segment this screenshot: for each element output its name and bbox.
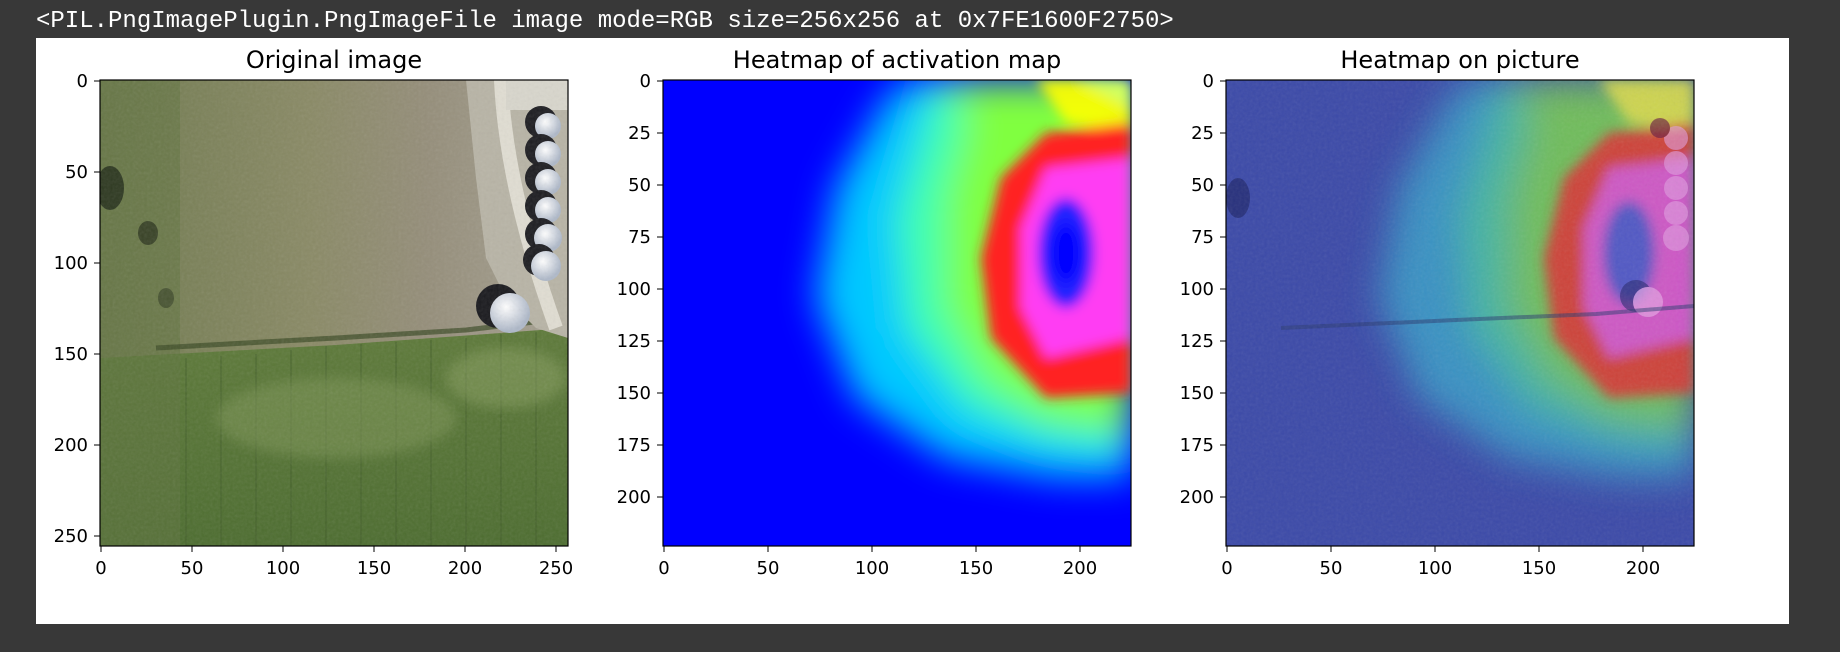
y-tick-label: 125 bbox=[1180, 331, 1214, 352]
y-tick-label: 200 bbox=[54, 435, 88, 456]
x-axis: 0 50 100 150 200 250 bbox=[95, 546, 573, 579]
x-tick-label: 0 bbox=[658, 558, 669, 579]
y-tick-label: 200 bbox=[617, 487, 651, 508]
x-tick-label: 150 bbox=[1522, 558, 1556, 579]
x-tick-label: 150 bbox=[959, 558, 993, 579]
y-tick-label: 175 bbox=[617, 435, 651, 456]
panel-title: Heatmap on picture bbox=[1340, 46, 1579, 74]
panel-heatmap: Heatmap of activation map bbox=[617, 46, 1132, 579]
y-tick-label: 150 bbox=[1180, 383, 1214, 404]
y-tick-label: 25 bbox=[628, 123, 651, 144]
y-axis: 0 50 100 150 200 250 bbox=[54, 71, 100, 547]
matplotlib-figure: Original image bbox=[36, 38, 1789, 624]
x-tick-label: 50 bbox=[757, 558, 780, 579]
x-tick-label: 50 bbox=[181, 558, 204, 579]
y-tick-label: 0 bbox=[1203, 71, 1214, 92]
y-tick-label: 150 bbox=[617, 383, 651, 404]
y-tick-label: 50 bbox=[1191, 175, 1214, 196]
y-tick-label: 125 bbox=[617, 331, 651, 352]
y-tick-label: 100 bbox=[54, 253, 88, 274]
y-tick-label: 175 bbox=[1180, 435, 1214, 456]
x-tick-label: 0 bbox=[95, 558, 106, 579]
x-tick-label: 0 bbox=[1221, 558, 1232, 579]
y-tick-label: 0 bbox=[640, 71, 651, 92]
x-tick-label: 200 bbox=[448, 558, 482, 579]
heatmap-overlay bbox=[1226, 80, 1694, 546]
panel-title: Heatmap of activation map bbox=[733, 46, 1061, 74]
y-tick-label: 100 bbox=[1180, 279, 1214, 300]
x-tick-label: 150 bbox=[357, 558, 391, 579]
y-axis: 0 25 50 75 100 125 150 175 200 bbox=[617, 71, 663, 508]
y-tick-label: 75 bbox=[628, 227, 651, 248]
panel-heatmap-overlay: Heatmap on picture bbox=[1180, 46, 1695, 579]
x-axis: 0 50 100 150 200 bbox=[1221, 546, 1660, 579]
y-tick-label: 75 bbox=[1191, 227, 1214, 248]
y-axis: 0 25 50 75 100 125 150 175 200 bbox=[1180, 71, 1226, 508]
y-tick-label: 0 bbox=[77, 71, 88, 92]
y-tick-label: 250 bbox=[54, 526, 88, 547]
x-tick-label: 100 bbox=[266, 558, 300, 579]
x-tick-label: 50 bbox=[1320, 558, 1343, 579]
cell-output-text: <PIL.PngImagePlugin.PngImageFile image m… bbox=[36, 8, 1174, 35]
x-tick-label: 200 bbox=[1626, 558, 1660, 579]
y-tick-label: 50 bbox=[65, 162, 88, 183]
y-tick-label: 200 bbox=[1180, 487, 1214, 508]
y-tick-label: 50 bbox=[628, 175, 651, 196]
panel-original-image: Original image bbox=[54, 46, 574, 579]
x-tick-label: 250 bbox=[539, 558, 573, 579]
x-tick-label: 100 bbox=[855, 558, 889, 579]
y-tick-label: 25 bbox=[1191, 123, 1214, 144]
jet-heatmap bbox=[663, 80, 1131, 546]
y-tick-label: 150 bbox=[54, 344, 88, 365]
x-tick-label: 100 bbox=[1418, 558, 1452, 579]
satellite-photo bbox=[100, 80, 568, 546]
y-tick-label: 100 bbox=[617, 279, 651, 300]
x-tick-label: 200 bbox=[1063, 558, 1097, 579]
x-axis: 0 50 100 150 200 bbox=[658, 546, 1097, 579]
panel-title: Original image bbox=[246, 46, 422, 74]
